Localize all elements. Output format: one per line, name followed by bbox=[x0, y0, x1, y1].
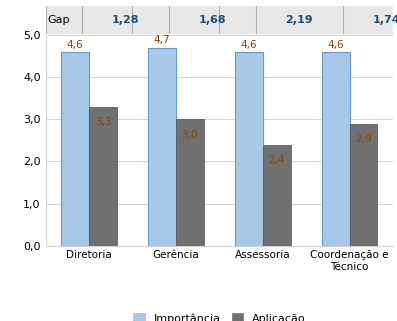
Text: Gap: Gap bbox=[47, 15, 70, 25]
Text: 1,74: 1,74 bbox=[372, 15, 397, 25]
Text: 4,6: 4,6 bbox=[328, 39, 344, 50]
Text: 4,6: 4,6 bbox=[67, 39, 83, 50]
Text: 3,3: 3,3 bbox=[94, 117, 111, 127]
Text: 3,0: 3,0 bbox=[181, 130, 198, 140]
Bar bbox=[61, 52, 89, 246]
Bar bbox=[235, 52, 263, 246]
Bar bbox=[89, 107, 117, 246]
Bar bbox=[322, 52, 350, 246]
Bar bbox=[263, 145, 291, 246]
Text: 4,7: 4,7 bbox=[154, 35, 170, 45]
Text: 4,6: 4,6 bbox=[241, 39, 257, 50]
Text: 2,19: 2,19 bbox=[285, 15, 313, 25]
Bar bbox=[148, 48, 176, 246]
Text: 1,68: 1,68 bbox=[198, 15, 226, 25]
Bar bbox=[176, 119, 204, 246]
Legend: Importância, Aplicação: Importância, Aplicação bbox=[129, 309, 310, 321]
Text: 1,28: 1,28 bbox=[112, 15, 139, 25]
Text: 2,4: 2,4 bbox=[268, 155, 285, 165]
Text: 2,9: 2,9 bbox=[355, 134, 372, 144]
Bar bbox=[350, 124, 378, 246]
